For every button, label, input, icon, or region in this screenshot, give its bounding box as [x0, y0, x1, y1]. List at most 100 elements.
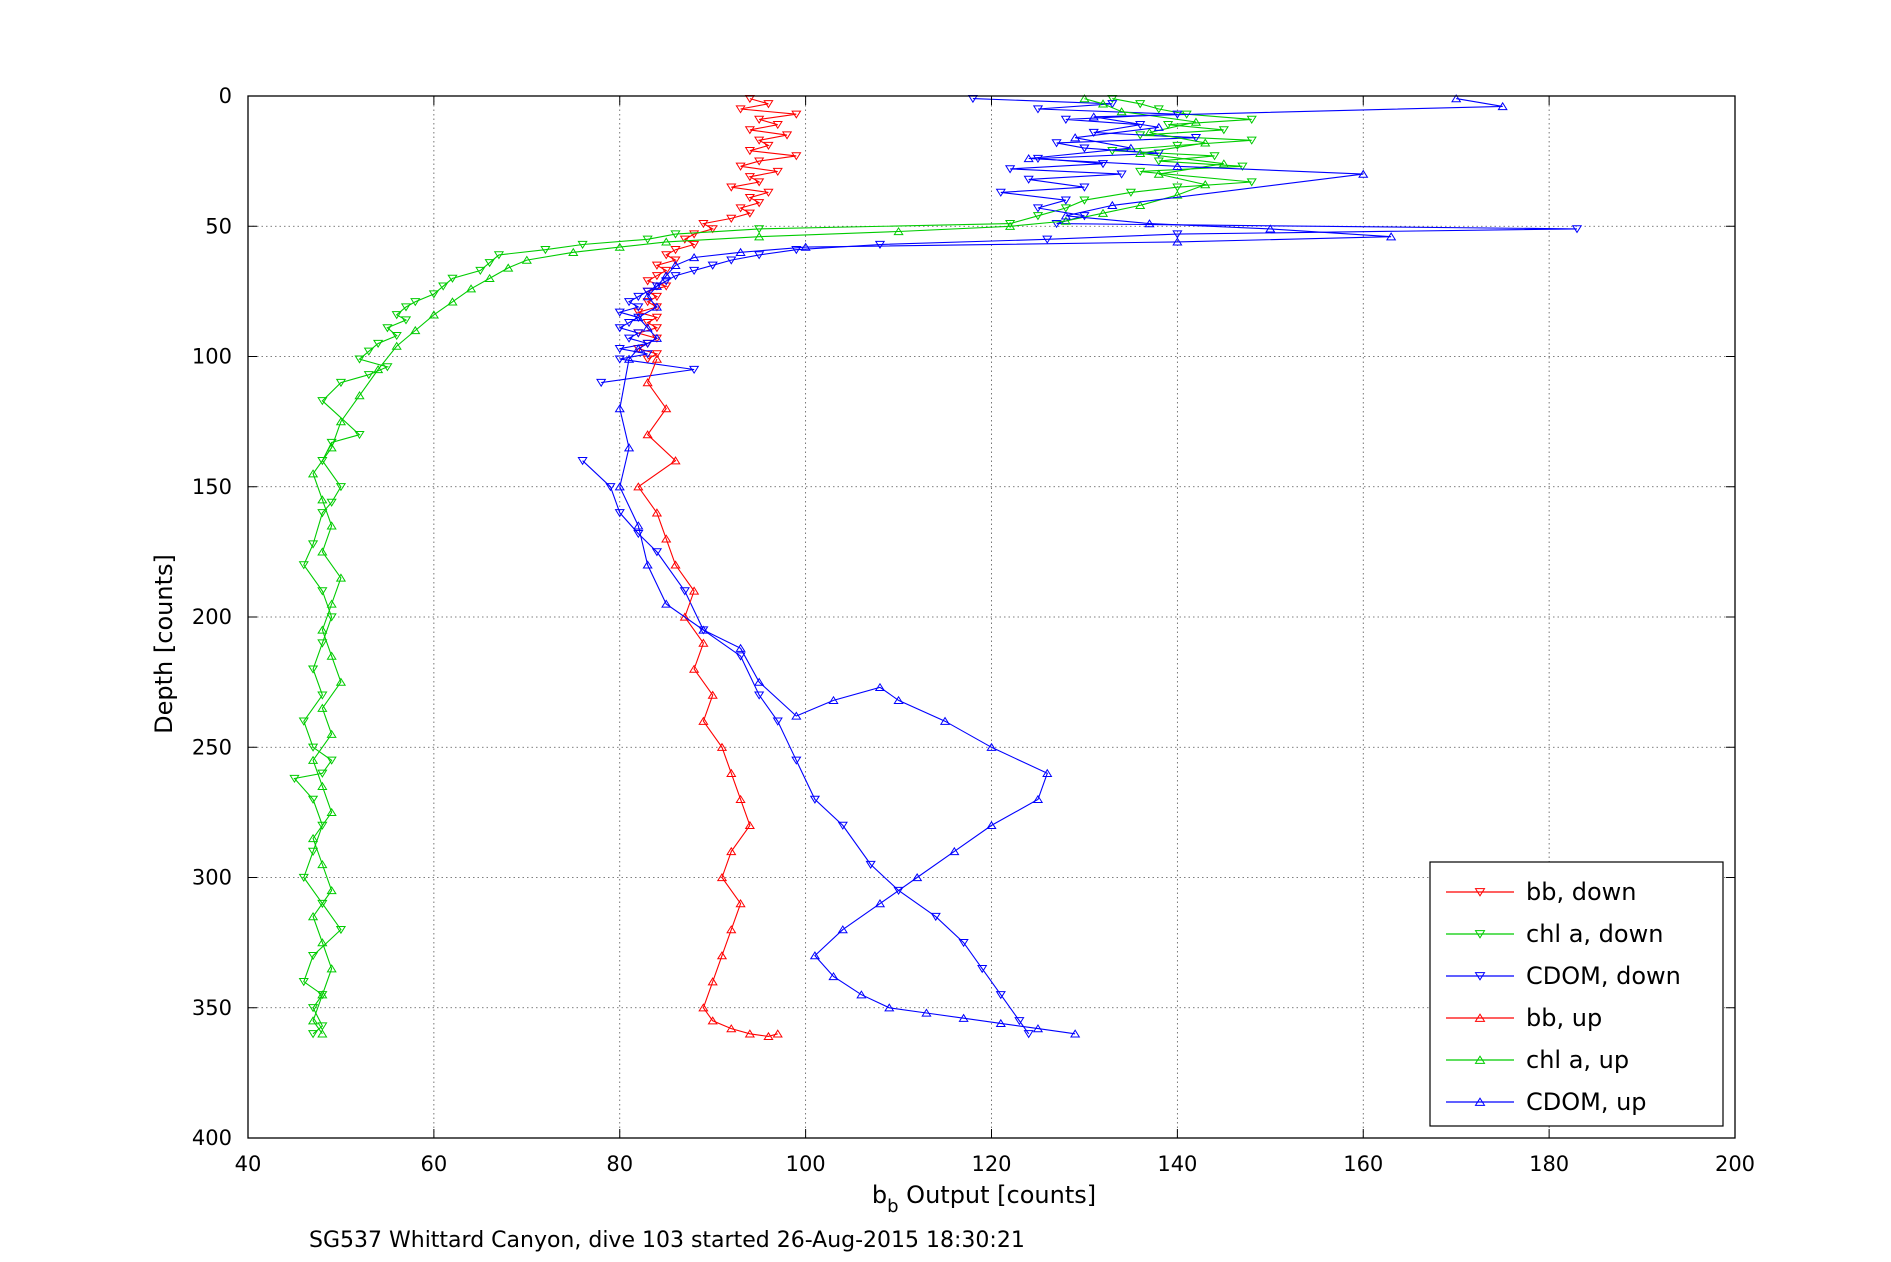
- data-point: [651, 302, 663, 311]
- data-point: [856, 990, 867, 999]
- data-point: [651, 508, 663, 517]
- data-point: [754, 232, 765, 241]
- data-point: [447, 274, 458, 283]
- data-point: [373, 339, 384, 348]
- data-point: [884, 1003, 895, 1012]
- data-point: [307, 795, 319, 804]
- data-point: [986, 820, 997, 830]
- legend-marker: [1474, 1097, 1486, 1106]
- legend: bb, down chl a, down CDOM, down bb, up chl a…: [1429, 861, 1724, 1127]
- data-point: [772, 121, 783, 130]
- data-point: [791, 110, 802, 119]
- data-point: [1060, 204, 1071, 213]
- data-point: [447, 297, 458, 306]
- data-point: [1172, 190, 1183, 199]
- data-point: [1004, 221, 1016, 230]
- data-point: [521, 255, 532, 264]
- data-point: [577, 240, 588, 249]
- data-point: [939, 716, 951, 725]
- data-point: [1200, 180, 1211, 189]
- data-point: [475, 266, 486, 276]
- legend-item: CDOM, up: [1446, 1088, 1647, 1116]
- data-point: [651, 281, 663, 290]
- data-point: [1023, 175, 1034, 184]
- data-point: [1200, 138, 1211, 147]
- data-point: [1014, 1017, 1025, 1026]
- data-point: [661, 237, 672, 246]
- data-point: [837, 925, 848, 934]
- data-point: [1097, 208, 1109, 217]
- data-point: [1218, 126, 1229, 135]
- data-point: [400, 303, 412, 312]
- data-point: [707, 977, 718, 986]
- data-point: [326, 498, 337, 507]
- data-point: [363, 347, 374, 356]
- data-point: [623, 318, 635, 328]
- data-point: [781, 131, 793, 140]
- data-point: [307, 912, 319, 921]
- data-point: [307, 1016, 319, 1025]
- data-point: [744, 173, 755, 182]
- data-point: [633, 329, 644, 338]
- data-point: [1386, 232, 1397, 241]
- data-point: [391, 341, 402, 350]
- data-point: [1162, 121, 1174, 130]
- series-line: [636, 98, 797, 360]
- data-point: [735, 643, 746, 652]
- series-line: [582, 460, 1030, 1035]
- data-point: [651, 324, 663, 333]
- legend-label: CDOM, up: [1526, 1088, 1647, 1116]
- x-axis-label-subscript: b: [887, 1196, 898, 1217]
- data-point: [651, 333, 663, 342]
- data-point: [400, 316, 412, 325]
- data-point: [865, 860, 876, 869]
- data-point: [670, 560, 681, 569]
- data-point: [410, 325, 421, 335]
- data-point: [317, 859, 328, 869]
- data-point: [958, 1013, 969, 1022]
- data-point: [298, 561, 309, 570]
- data-point: [763, 188, 774, 197]
- data-point: [1107, 147, 1118, 156]
- legend-box: [1429, 861, 1724, 1127]
- y-tick-label: 150: [192, 475, 232, 499]
- data-point: [1042, 235, 1053, 244]
- data-point: [1060, 216, 1071, 225]
- data-point: [307, 540, 319, 549]
- data-point: [428, 310, 439, 319]
- data-point: [1023, 1030, 1034, 1039]
- data-point: [744, 126, 755, 135]
- data-point: [716, 951, 728, 960]
- data-point: [633, 308, 644, 317]
- data-point: [754, 677, 765, 686]
- data-point: [661, 266, 672, 276]
- data-point: [1079, 196, 1090, 205]
- series-chl-a-down: [289, 94, 1257, 1039]
- data-point: [307, 847, 319, 856]
- data-point: [326, 886, 337, 895]
- data-point: [1051, 219, 1062, 229]
- data-point: [642, 378, 653, 387]
- legend-item: chl a, up: [1446, 1046, 1629, 1074]
- data-point: [1153, 169, 1164, 178]
- data-point: [1153, 105, 1164, 114]
- data-point: [1218, 159, 1229, 168]
- series-layer: [289, 94, 1583, 1041]
- data-point: [763, 141, 774, 151]
- data-point: [326, 964, 337, 973]
- data-point: [540, 246, 551, 255]
- data-point: [930, 912, 941, 922]
- data-point: [837, 821, 848, 830]
- data-point: [1023, 154, 1034, 163]
- data-point: [1172, 237, 1183, 246]
- data-point: [633, 344, 644, 353]
- data-point: [633, 292, 644, 302]
- data-point: [726, 183, 737, 192]
- data-point: [772, 1029, 783, 1038]
- x-tick-label: 200: [1715, 1152, 1755, 1176]
- data-point: [1004, 165, 1016, 174]
- data-point: [735, 794, 746, 803]
- data-point: [670, 256, 681, 265]
- legend-label: chl a, down: [1526, 920, 1663, 948]
- data-point: [1497, 101, 1508, 111]
